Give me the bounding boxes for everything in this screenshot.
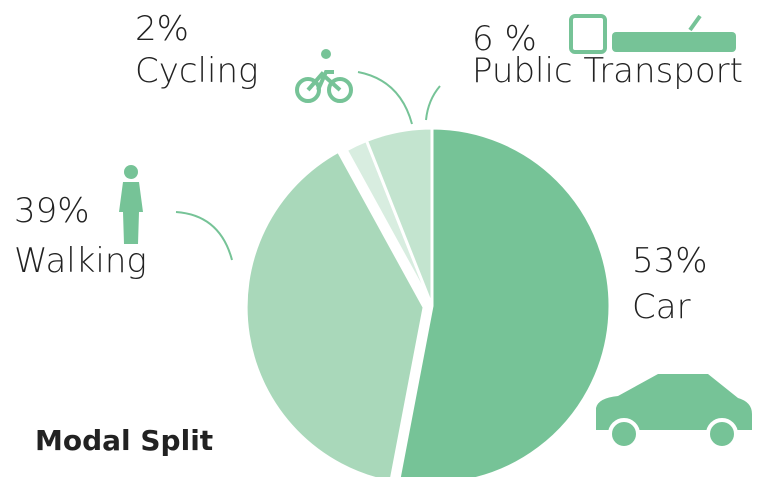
car-body xyxy=(596,374,752,430)
icon-person xyxy=(119,165,143,244)
pie-slice xyxy=(364,126,434,307)
chart-title: Modal Split xyxy=(35,424,213,457)
category-label: Walking xyxy=(14,241,147,281)
connector xyxy=(425,85,441,121)
icon-transit xyxy=(569,14,736,54)
wheel xyxy=(327,77,353,103)
value-label: 2% xyxy=(135,9,189,49)
connector xyxy=(175,211,233,261)
wheel xyxy=(608,418,640,450)
tram xyxy=(612,32,736,52)
connector xyxy=(357,71,413,125)
value-label: 39% xyxy=(14,191,90,231)
pie-slice xyxy=(244,149,426,477)
category-label: Car xyxy=(632,287,691,327)
connectors xyxy=(175,71,441,261)
pantograph xyxy=(688,14,702,32)
head xyxy=(321,49,331,59)
category-label: Public Transport xyxy=(472,51,743,91)
body xyxy=(119,182,143,244)
frame xyxy=(306,70,342,92)
head xyxy=(124,165,138,179)
value-label: 6 % xyxy=(472,19,537,59)
wheel xyxy=(706,418,738,450)
icon-bike xyxy=(295,49,353,103)
value-label: 53% xyxy=(632,241,708,281)
category-label: Cycling xyxy=(135,51,258,91)
icon-car xyxy=(596,374,752,450)
bus xyxy=(569,14,607,54)
